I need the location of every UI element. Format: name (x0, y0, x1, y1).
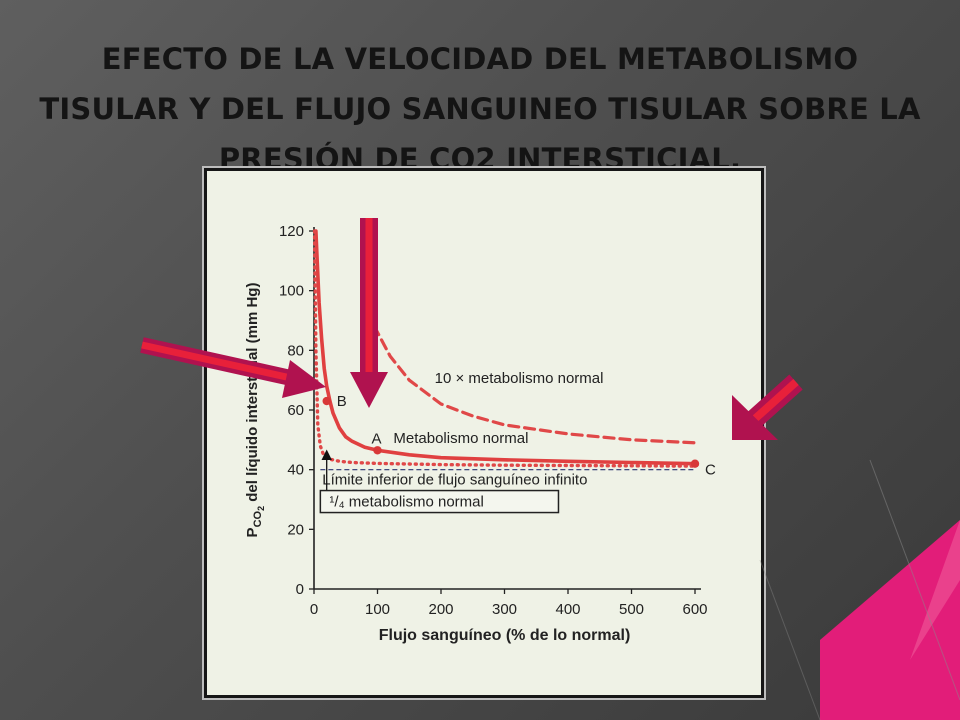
y-tick-label: 120 (279, 223, 304, 240)
label-10x-metabolism: 10 × metabolismo normal (435, 370, 604, 387)
x-axis-label: Flujo sanguíneo (% de lo normal) (379, 627, 631, 644)
y-tick-label: 100 (279, 283, 304, 300)
label-normal-metabolism: Metabolismo normal (393, 430, 528, 447)
figure-frame: 0 100 200 300 400 500 600 0 20 40 60 80 100 120 A B C 1… (204, 168, 764, 698)
x-tick-label: 400 (555, 601, 580, 618)
series-line-solid (314, 229, 697, 466)
label-quarter-metabolism: ¹/₄ metabolismo normal (329, 494, 484, 511)
x-tick-label: 600 (682, 601, 707, 618)
y-tick-label: 80 (287, 342, 304, 359)
y-tick-label: 0 (296, 581, 304, 598)
point-label-c: C (705, 462, 716, 479)
quarter-metabolism-box: ¹/₄ metabolismo normal (319, 449, 560, 514)
y-label-2: 2 (256, 506, 266, 511)
x-tick-label: 200 (428, 601, 453, 618)
x-tick-label: 500 (619, 601, 644, 618)
label-lower-limit: Límite inferior de flujo sanguíneo infin… (322, 472, 587, 489)
title-line-2: TISULAR Y DEL FLUJO SANGUINEO TISULAR SO… (39, 92, 921, 126)
title-line-1: EFECTO DE LA VELOCIDAD DEL METABOLISMO (101, 42, 859, 76)
axes (313, 227, 701, 590)
pco2-chart: 0 100 200 300 400 500 600 0 20 40 60 80 100 120 A B C 1… (244, 223, 716, 644)
y-label-p: P (244, 527, 261, 537)
point-c (690, 459, 700, 468)
y-tick-label: 20 (287, 521, 304, 538)
y-label-co: CO (252, 510, 264, 527)
quarter-box-border (319, 489, 560, 514)
x-tick-label: 300 (492, 601, 517, 618)
x-tick-label: 0 (310, 601, 318, 618)
x-tick-label: 100 (365, 601, 390, 618)
point-b (322, 396, 331, 406)
point-label-a: A (372, 430, 382, 447)
series-line-dotted (312, 229, 697, 468)
series-line-dashed (360, 229, 697, 445)
slide-title: EFECTO DE LA VELOCIDAD DEL METABOLISMO T… (20, 34, 940, 184)
y-axis-label: PCO2 del líquido intersticial (mm Hg) (244, 283, 266, 538)
y-tick-label: 60 (287, 402, 304, 419)
point-a (373, 446, 382, 455)
axis-ticks: 0 100 200 300 400 500 600 0 20 40 60 80 100 120 (279, 223, 708, 618)
pink-corner-decoration (820, 520, 960, 720)
point-label-b: B (337, 393, 347, 410)
points-group: A B C (322, 393, 716, 479)
y-label-rest: del líquido intersticial (mm Hg) (244, 283, 261, 506)
y-tick-label: 40 (287, 462, 304, 479)
